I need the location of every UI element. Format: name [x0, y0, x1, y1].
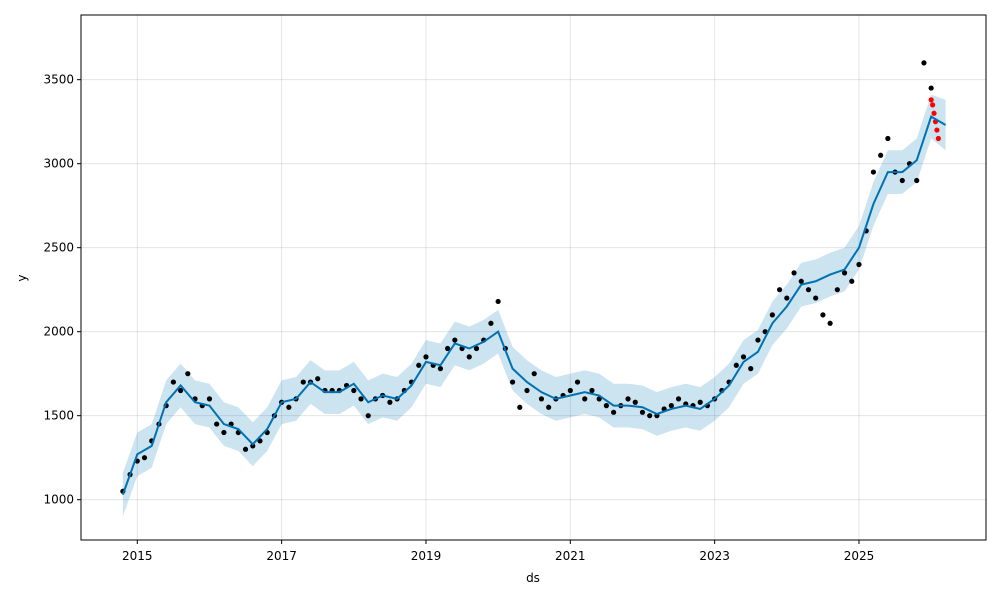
observed-point: [524, 387, 530, 394]
x-tick-label: 2015: [122, 549, 153, 563]
observed-point: [878, 152, 884, 158]
observed-point: [416, 362, 422, 368]
observed-point: [221, 429, 227, 436]
observed-point: [582, 396, 588, 402]
observed-point: [798, 278, 804, 284]
y-tick-label: 3000: [43, 157, 74, 171]
observed-point: [611, 409, 617, 415]
observed-point: [740, 354, 747, 360]
test-point: [931, 110, 937, 116]
observed-point: [488, 320, 494, 326]
x-tick-label: 2021: [555, 549, 586, 563]
observed-point: [675, 396, 682, 402]
observed-point: [834, 287, 840, 293]
x-tick-label: 2019: [411, 549, 442, 563]
observed-point: [250, 443, 256, 449]
observed-point: [452, 337, 458, 343]
observed-point: [185, 371, 191, 377]
observed-point: [445, 345, 451, 352]
observed-point: [827, 320, 833, 326]
observed-point: [466, 354, 472, 360]
observed-point: [141, 455, 148, 461]
observed-point: [870, 169, 877, 175]
observed-point: [495, 298, 501, 305]
observed-point: [733, 362, 739, 368]
observed-point: [899, 177, 905, 184]
observed-point: [351, 387, 357, 394]
observed-point: [206, 396, 213, 402]
x-tick-label: 2025: [844, 549, 875, 563]
observed-point: [509, 379, 516, 385]
observed-point: [315, 376, 321, 382]
observed-point: [603, 403, 609, 409]
observed-point: [300, 379, 306, 385]
observed-point: [625, 396, 631, 402]
y-tick-label: 2500: [43, 241, 74, 255]
observed-point: [214, 421, 220, 427]
observed-point: [647, 413, 653, 419]
observed-point: [697, 399, 703, 405]
plot-frame: [80, 14, 987, 541]
observed-point: [841, 270, 848, 276]
x-tick-label: 2023: [699, 549, 730, 563]
observed-point: [632, 399, 638, 405]
observed-point: [538, 396, 545, 402]
observed-point: [358, 396, 364, 402]
test-point: [934, 127, 940, 133]
observed-point: [574, 379, 581, 385]
observed-point: [921, 60, 927, 66]
observed-point: [914, 177, 920, 184]
test-point: [935, 135, 941, 142]
observed-point: [748, 366, 754, 372]
observed-point: [531, 371, 537, 377]
observed-point: [784, 295, 790, 301]
observed-point: [885, 135, 891, 142]
observed-point: [546, 404, 552, 410]
y-tick-label: 2000: [43, 325, 74, 339]
y-tick-label: 3500: [43, 73, 74, 87]
observed-point: [257, 438, 263, 444]
observed-point: [589, 387, 595, 394]
observed-point: [639, 409, 646, 415]
observed-point: [813, 295, 819, 301]
test-point: [929, 102, 936, 108]
observed-point: [791, 270, 797, 276]
observed-point: [769, 312, 775, 318]
observed-point: [567, 387, 573, 394]
observed-point: [177, 387, 184, 394]
observed-point: [286, 404, 292, 410]
y-tick-label: 1000: [43, 493, 74, 507]
x-tick-label: 2017: [266, 549, 297, 563]
observed-point: [170, 379, 176, 385]
observed-point: [242, 446, 249, 452]
y-tick-label: 1500: [43, 409, 74, 423]
observed-point: [849, 278, 855, 284]
observed-point: [928, 85, 934, 91]
forecast-line: [121, 115, 947, 495]
observed-point: [423, 354, 429, 360]
observed-point: [365, 413, 371, 419]
uncertainty-band: [122, 94, 946, 517]
observed-point: [668, 403, 674, 409]
observed-point: [856, 261, 862, 268]
y-axis-label: y: [15, 274, 29, 281]
x-axis-label: ds: [526, 571, 540, 585]
observed-point: [776, 287, 783, 293]
test-point: [928, 97, 934, 103]
observed-point: [437, 366, 444, 372]
observed-point: [387, 399, 393, 405]
observed-point: [805, 287, 812, 293]
observed-point: [755, 337, 761, 343]
observed-point: [820, 312, 826, 318]
observed-point: [517, 404, 523, 410]
observed-point: [473, 345, 480, 352]
